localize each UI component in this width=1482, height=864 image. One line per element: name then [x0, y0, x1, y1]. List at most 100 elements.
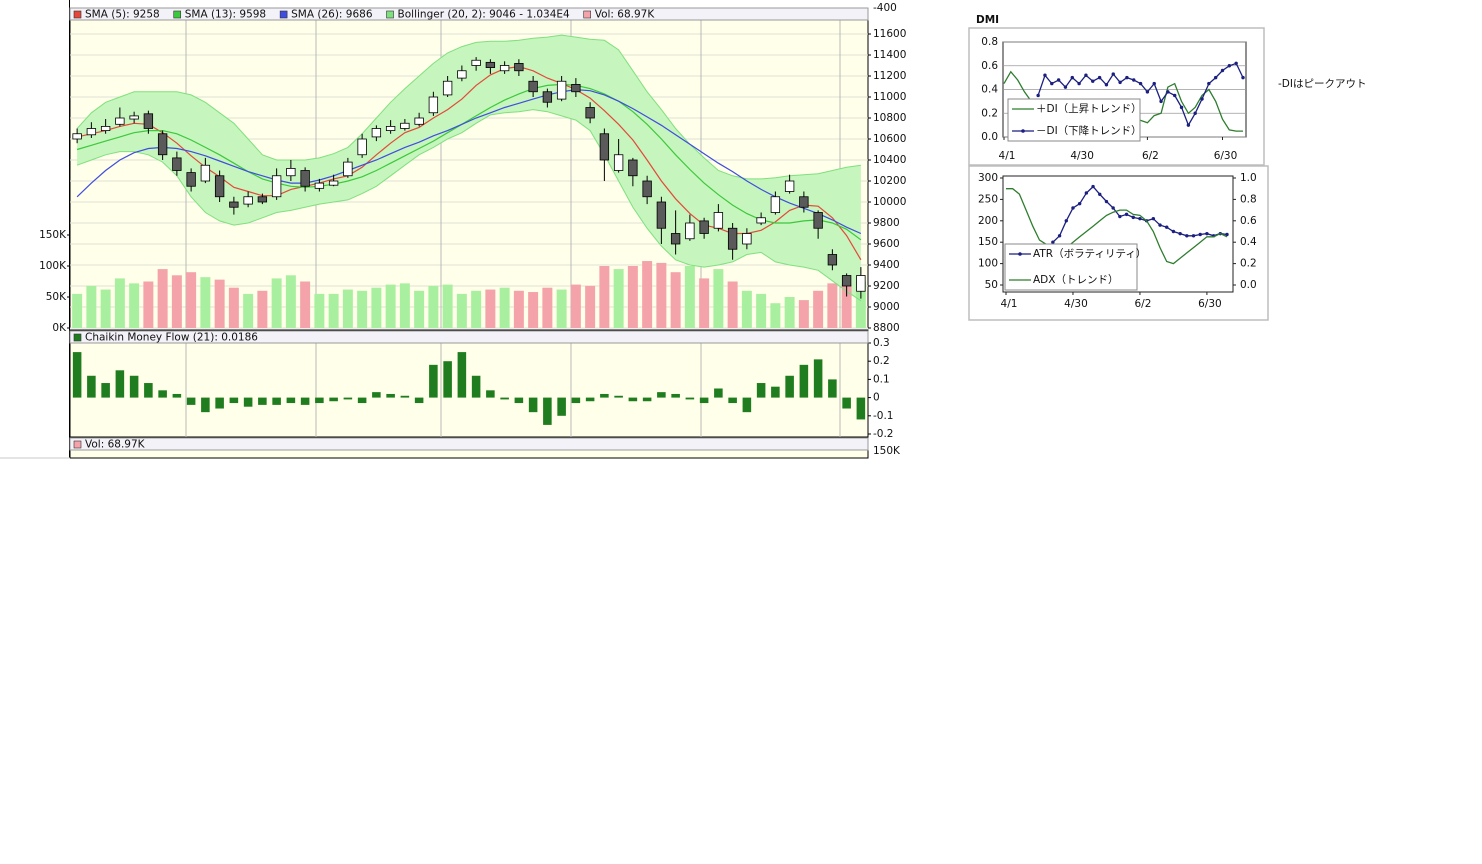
volume-bar [328, 293, 339, 328]
cmf-bar [785, 375, 794, 398]
cmf-bar [286, 397, 296, 404]
x-tick-label: 4/1 [1001, 298, 1018, 310]
candle-body [770, 196, 781, 213]
volume-bar [342, 289, 353, 328]
cmf-bar [329, 397, 338, 402]
candle-body [727, 227, 738, 250]
series-marker [1158, 223, 1162, 227]
cmf-bar [614, 395, 623, 398]
cmf-bar [671, 393, 680, 398]
volume-bar [485, 289, 496, 328]
legend-marker [1018, 252, 1022, 256]
volume-tick-label: 0K [52, 322, 67, 334]
volume-bar [556, 289, 567, 328]
volume-bar [157, 269, 168, 328]
candle-body [143, 113, 154, 129]
y-tick-label: 100 [978, 258, 998, 270]
legend-label: Vol: 68.97K [595, 9, 656, 21]
volume-bar [585, 285, 596, 328]
candle-body [685, 222, 695, 240]
candle-body [314, 182, 325, 189]
candle-body [243, 196, 253, 205]
cmf-bar [400, 395, 410, 398]
legend-label: ＋DI（上昇トレンド） [1036, 103, 1142, 115]
series-marker [1166, 90, 1170, 94]
legend-box [1007, 98, 1141, 142]
series-marker [1050, 81, 1054, 86]
cmf-bar [714, 388, 723, 398]
y-tick-label: 0.2 [873, 355, 890, 367]
candle-body [229, 201, 239, 208]
series-marker [1111, 72, 1115, 76]
legend-bar [69, 437, 869, 451]
series-marker [1104, 199, 1109, 204]
volume-bar [129, 283, 140, 328]
candle-body [457, 70, 467, 79]
volume-bar [756, 293, 767, 328]
candle-body [599, 133, 610, 161]
series-marker [1179, 105, 1184, 110]
cmf-bar [101, 383, 110, 398]
y-tick-label: 200 [978, 215, 998, 227]
candle-body [713, 212, 724, 229]
series-marker [1051, 240, 1055, 244]
x-tick-label: 4/30 [1070, 150, 1094, 162]
candle-body [286, 167, 296, 177]
chart-title: DMI [976, 14, 999, 26]
candle-body [841, 275, 852, 287]
cmf-bar [315, 397, 324, 404]
volume-bar [271, 278, 282, 328]
series-marker [1185, 234, 1189, 238]
series-marker [1132, 78, 1136, 82]
volume-bar [285, 275, 296, 328]
candle-body [400, 122, 410, 129]
candle-body [371, 128, 382, 138]
cmf-bar [557, 397, 566, 416]
y-tick-label: 9800 [873, 217, 900, 229]
candle-body [784, 180, 795, 192]
candle-body [799, 196, 809, 208]
legend-label: SMA (13): 9598 [185, 9, 266, 21]
volume-bar [371, 287, 382, 328]
candle-body [556, 80, 567, 100]
y-tick-label: 0.4 [981, 84, 998, 96]
volume-bar [171, 275, 182, 328]
candle-body [813, 212, 823, 229]
legend-label: Chaikin Money Flow (21): 0.0186 [85, 332, 258, 344]
candle-body [742, 233, 752, 245]
legend-bar [69, 7, 869, 21]
volume-bar [813, 290, 824, 328]
cmf-bar [486, 390, 495, 398]
series-marker [1205, 231, 1209, 236]
y-tick-label: 10400 [873, 154, 906, 166]
series-marker [1173, 93, 1177, 98]
legend-box [1004, 243, 1138, 291]
volume-bar [627, 266, 638, 328]
x-tick-label: 6/2 [1142, 150, 1159, 162]
series-marker [1063, 85, 1068, 89]
cmf-bar [243, 397, 253, 407]
candle-body [656, 201, 667, 229]
series-marker [1234, 61, 1238, 66]
legend-swatch [73, 10, 82, 19]
y-tick-label: 0.2 [981, 107, 998, 119]
y-tick-label: 300 [978, 172, 998, 184]
cmf-bar [685, 397, 695, 400]
y-tick-label: 150K [873, 445, 901, 457]
y-tick-label: -0.1 [873, 410, 894, 422]
legend-label: ADX（トレンド） [1033, 274, 1118, 286]
series-marker [1151, 216, 1156, 221]
candle-body [670, 233, 681, 245]
volume-bar [86, 285, 97, 328]
cmf-panel [69, 329, 869, 438]
series-marker [1125, 75, 1129, 80]
legend-swatch [73, 333, 82, 342]
volume-bar [186, 272, 197, 328]
series-marker [1213, 75, 1218, 80]
clipped-tick-label: -400 [873, 2, 897, 14]
legend-bar [69, 330, 869, 344]
candle-body [442, 80, 453, 96]
series-marker [1111, 206, 1115, 210]
y-tick-label: 0.0 [981, 131, 998, 143]
